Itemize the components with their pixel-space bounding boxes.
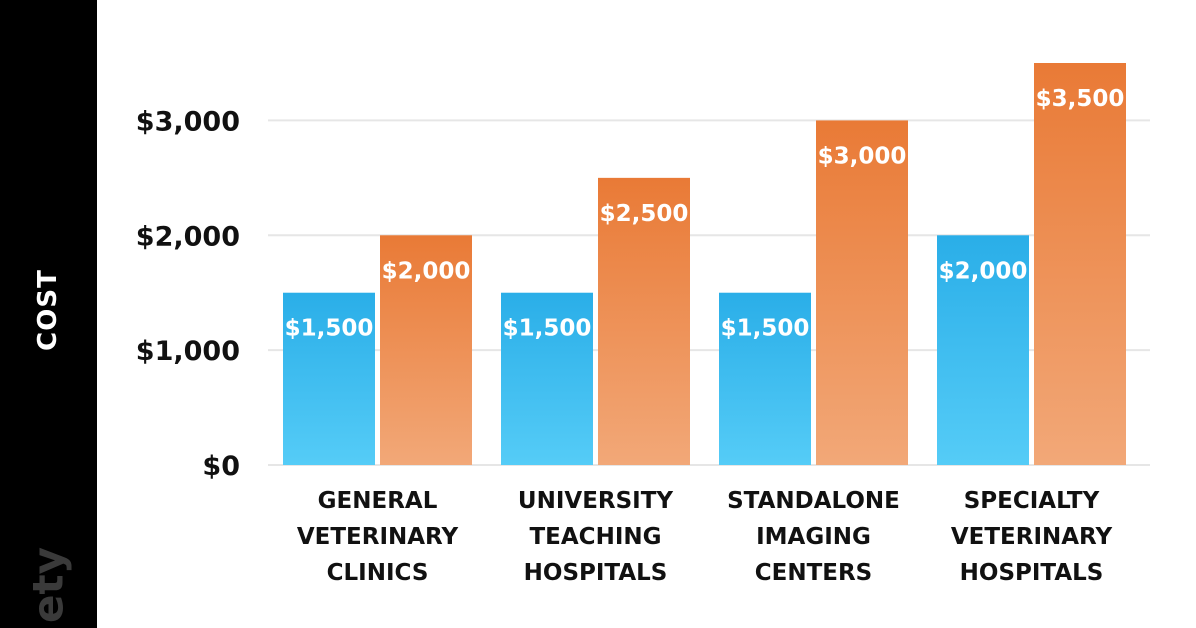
y-tick-label: $2,000 bbox=[136, 221, 240, 252]
category-label: STANDALONE bbox=[727, 488, 900, 514]
y-tick-label: $0 bbox=[202, 451, 240, 482]
left-side-band bbox=[0, 0, 97, 628]
category-label: VETERINARY bbox=[297, 524, 459, 550]
bar bbox=[598, 177, 690, 465]
bars bbox=[283, 63, 1126, 465]
category-label: CLINICS bbox=[327, 560, 429, 586]
bar-value-label: $1,500 bbox=[721, 316, 810, 342]
category-label: IMAGING bbox=[756, 524, 871, 550]
category-label: CENTERS bbox=[755, 560, 873, 586]
category-label: GENERAL bbox=[318, 488, 438, 514]
bar-value-label: $1,500 bbox=[503, 316, 592, 342]
bar-value-label: $1,500 bbox=[285, 316, 374, 342]
bar bbox=[283, 292, 375, 465]
bar-value-label: $3,000 bbox=[818, 143, 907, 169]
bar bbox=[816, 120, 908, 465]
bar bbox=[501, 292, 593, 465]
y-tick-label: $3,000 bbox=[136, 106, 240, 137]
category-label: UNIVERSITY bbox=[518, 488, 674, 514]
value-labels: $1,500 $2,000 $1,500 $2,500 $1,500 $3,000 $2,0… bbox=[285, 86, 1125, 342]
bar bbox=[380, 235, 472, 465]
category-label: HOSPITALS bbox=[960, 560, 1104, 586]
y-tick-label: $1,000 bbox=[136, 336, 240, 367]
category-label: VETERINARY bbox=[951, 524, 1113, 550]
bar-value-label: $3,500 bbox=[1036, 86, 1125, 112]
category-labels: GENERAL VETERINARY CLINICS UNIVERSITY TEACHI… bbox=[297, 488, 1113, 586]
category-label: HOSPITALS bbox=[524, 560, 668, 586]
bar-value-label: $2,000 bbox=[382, 258, 471, 284]
category-label: SPECIALTY bbox=[964, 488, 1100, 514]
bar bbox=[1034, 63, 1126, 465]
bar bbox=[719, 292, 811, 465]
y-tick-labels: $0 $1,000 $2,000 $3,000 bbox=[136, 106, 240, 482]
category-label: TEACHING bbox=[529, 524, 661, 550]
bar bbox=[937, 235, 1029, 465]
bar-value-label: $2,500 bbox=[600, 201, 689, 227]
bar-value-label: $2,000 bbox=[939, 258, 1028, 284]
